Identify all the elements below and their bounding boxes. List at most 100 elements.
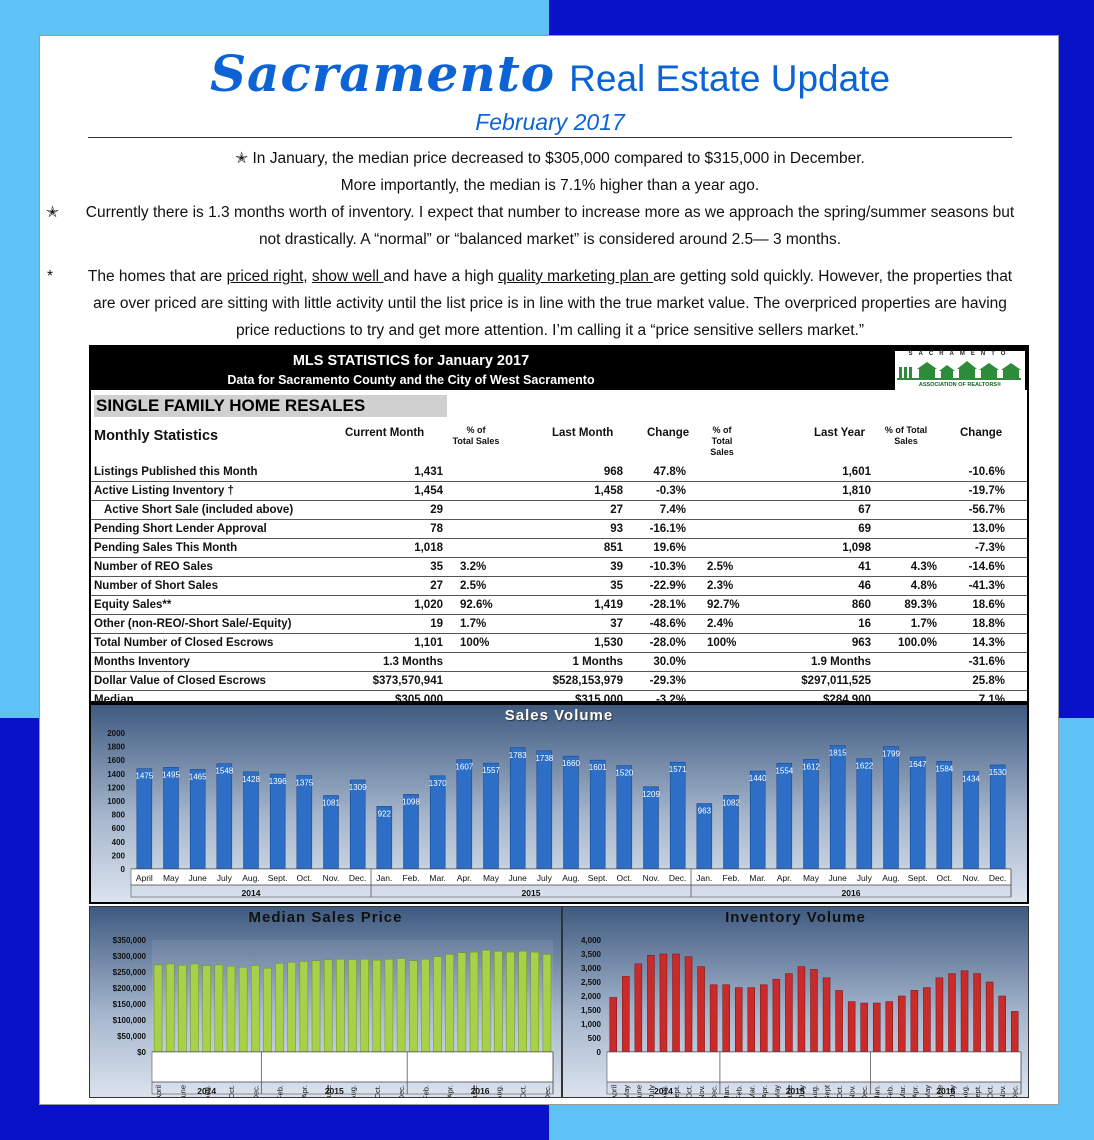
data-label: 1440 bbox=[749, 774, 767, 783]
col-header-change2: Change bbox=[960, 427, 1003, 439]
cell-p3: 4.3% bbox=[910, 561, 937, 573]
table-row: Dollar Value of Closed Escrows $373,570,9… bbox=[91, 672, 1027, 691]
bar bbox=[190, 963, 199, 1053]
cell-chg: -0.3% bbox=[655, 485, 686, 497]
cell-chg2: 13.0% bbox=[972, 523, 1005, 535]
cell-label: Number of REO Sales bbox=[94, 561, 213, 573]
year-label: 2014 bbox=[654, 1086, 673, 1096]
bar bbox=[989, 764, 1006, 870]
x-tick-label: Jan. bbox=[722, 1085, 731, 1097]
cell-label: Pending Short Lender Approval bbox=[94, 523, 267, 535]
x-tick-label: Jan. bbox=[873, 1085, 882, 1097]
x-tick-label: Dec. bbox=[251, 1085, 260, 1097]
logo-bottom-text: ASSOCIATION OF REALTORS® bbox=[918, 382, 1002, 388]
bar bbox=[734, 987, 743, 1053]
bar bbox=[909, 756, 926, 870]
cell-label: Active Listing Inventory † bbox=[94, 485, 234, 497]
table-row: Total Number of Closed Escrows 1,101 100% 1… bbox=[91, 634, 1027, 653]
newsletter-card: Sacramento Real Estate Update February 20… bbox=[39, 35, 1059, 1105]
x-tick-label: Oct. bbox=[297, 873, 313, 883]
bar bbox=[910, 990, 919, 1053]
bar bbox=[647, 955, 655, 1053]
logo-top-text: SACRAMENTO bbox=[908, 351, 1012, 357]
cell-cur: 27 bbox=[430, 580, 443, 592]
x-tick-label: Nov. bbox=[848, 1085, 857, 1097]
bar bbox=[936, 761, 953, 870]
y-tick-label: 400 bbox=[112, 838, 126, 847]
x-tick-label: June bbox=[634, 1085, 643, 1097]
bar bbox=[609, 997, 618, 1053]
y-tick-label: 0 bbox=[597, 1048, 602, 1057]
year-label: 2014 bbox=[197, 1086, 216, 1096]
x-tick-label: July bbox=[537, 873, 553, 883]
cell-chg: 7.4% bbox=[659, 504, 686, 516]
data-label: 1660 bbox=[562, 759, 580, 768]
x-tick-label: Dec. bbox=[349, 873, 366, 883]
cell-ly: 860 bbox=[851, 599, 871, 611]
cell-chg2: 18.6% bbox=[972, 599, 1005, 611]
x-tick-label: April bbox=[136, 873, 153, 883]
data-label: 1309 bbox=[349, 783, 367, 792]
cell-p1: 1.7% bbox=[460, 618, 487, 630]
bar bbox=[469, 951, 479, 1053]
bar bbox=[643, 786, 659, 870]
inventory-volume-chart: Inventory Volume 0 500 1,000 1,500 2,000 2,50… bbox=[562, 906, 1029, 1098]
bar bbox=[287, 962, 296, 1053]
category-band bbox=[606, 1051, 1022, 1083]
x-tick-label: Nov. bbox=[998, 1085, 1007, 1097]
data-label: 1495 bbox=[162, 770, 180, 779]
x-tick-label: Jan. bbox=[376, 873, 392, 883]
data-label: 1081 bbox=[322, 798, 340, 807]
bar bbox=[985, 981, 994, 1053]
bar bbox=[785, 973, 793, 1053]
x-tick-label: Apr. bbox=[760, 1085, 769, 1097]
year-label: 2014 bbox=[242, 888, 261, 898]
bar bbox=[847, 1001, 856, 1053]
y-tick-label: 2,000 bbox=[581, 992, 602, 1001]
cell-last: 1 Months bbox=[572, 656, 623, 668]
y-tick-label: 1000 bbox=[107, 797, 125, 806]
cell-cur: 1,454 bbox=[414, 485, 443, 497]
cell-cur: $373,570,941 bbox=[372, 675, 443, 687]
data-label: 1738 bbox=[535, 754, 553, 763]
y-tick-label: 200 bbox=[112, 851, 126, 860]
year-label: 2015 bbox=[325, 1086, 344, 1096]
x-tick-label: May bbox=[622, 1085, 631, 1097]
bar bbox=[760, 984, 768, 1053]
bullet-3-text: and have a high bbox=[383, 268, 499, 285]
x-tick-label: Feb. bbox=[885, 1085, 894, 1097]
bar bbox=[311, 960, 321, 1053]
bullet-3-line-2: are over priced are sitting with little … bbox=[93, 295, 1007, 312]
x-tick-label: April bbox=[154, 1085, 163, 1097]
x-tick-label: June bbox=[935, 1085, 944, 1097]
y-tick-label: 4,000 bbox=[581, 936, 602, 945]
bar bbox=[509, 747, 526, 870]
cell-last: 93 bbox=[610, 523, 623, 535]
year-label: 2015 bbox=[522, 888, 541, 898]
x-tick-label: Feb. bbox=[276, 1085, 285, 1097]
y-tick-label: 1400 bbox=[107, 770, 125, 779]
x-tick-label: Aug. bbox=[203, 1085, 212, 1097]
issue-month: February 2017 bbox=[475, 109, 625, 135]
bar bbox=[835, 990, 843, 1053]
data-label: 1209 bbox=[642, 790, 660, 799]
bar bbox=[348, 959, 357, 1053]
cell-label: Equity Sales** bbox=[94, 599, 172, 611]
cell-last: 39 bbox=[610, 561, 623, 573]
y-tick-label: 2,500 bbox=[581, 978, 602, 987]
x-tick-label: June bbox=[470, 1085, 479, 1097]
x-tick-label: July bbox=[647, 1085, 656, 1097]
year-label: 2016 bbox=[936, 1086, 955, 1096]
data-label: 1612 bbox=[802, 762, 820, 771]
y-tick-label: 1200 bbox=[107, 783, 125, 792]
y-tick-label: $300,000 bbox=[113, 952, 147, 961]
x-tick-label: Oct. bbox=[617, 873, 633, 883]
bar bbox=[296, 775, 313, 870]
x-tick-label: Aug. bbox=[242, 873, 260, 883]
median-price-chart: Median Sales Price $0 $50,000 $100,000 $150… bbox=[89, 906, 562, 1098]
cell-chg: 47.8% bbox=[653, 466, 686, 478]
bar bbox=[421, 958, 430, 1053]
x-tick-label: Sept. bbox=[973, 1085, 982, 1097]
underline-priced-right: priced right bbox=[226, 268, 304, 285]
data-label: 1557 bbox=[482, 766, 500, 775]
